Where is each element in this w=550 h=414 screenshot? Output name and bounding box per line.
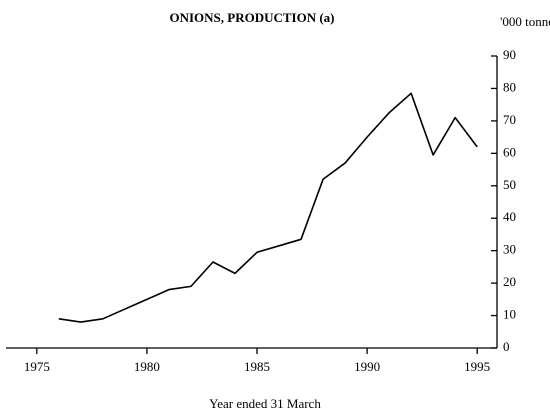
y-tick-label: 80 [503, 79, 516, 94]
y-tick-label: 50 [503, 177, 516, 192]
y-tick-label: 10 [503, 307, 516, 322]
x-tick-label: 1995 [464, 359, 490, 374]
x-tick-label: 1975 [24, 359, 50, 374]
y-tick-label: 40 [503, 209, 516, 224]
x-tick-label: 1985 [244, 359, 270, 374]
y-tick-label: 60 [503, 144, 516, 159]
x-tick-label: 1980 [134, 359, 160, 374]
y-tick-label: 70 [503, 112, 516, 127]
y-axis-label: '000 tonnes [500, 14, 550, 29]
x-axis-label: Year ended 31 March [209, 396, 321, 411]
y-tick-label: 0 [503, 339, 510, 354]
data-line [58, 92, 478, 323]
x-tick-label: 1990 [354, 359, 380, 374]
chart-title: ONIONS, PRODUCTION (a) [169, 10, 334, 25]
y-tick-label: 90 [503, 47, 516, 62]
y-tick-label: 20 [503, 274, 516, 289]
y-tick-label: 30 [503, 242, 516, 257]
